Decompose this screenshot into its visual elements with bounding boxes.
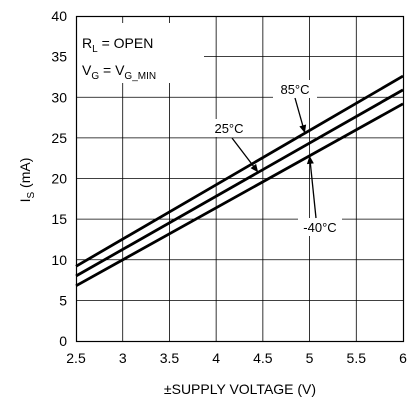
y-tick-label: 5 <box>59 292 67 308</box>
y-tick-label: 40 <box>51 8 67 24</box>
x-tick-label: 5.5 <box>347 350 367 366</box>
condition-vg: VG = VG_MIN <box>82 62 156 82</box>
label-minus40c: -40°C <box>303 220 336 235</box>
tick-labels: 2.5 3 3.5 4 4.5 5 5.5 6 0 5 10 15 20 25 30 35 40 <box>51 8 407 366</box>
series-annotations: 85°C 25°C -40°C <box>207 80 342 236</box>
label-25c-background <box>207 119 251 137</box>
label-25c: 25°C <box>214 121 243 136</box>
x-axis-title: ±SUPPLY VOLTAGE (V) <box>164 381 316 397</box>
label-85c: 85°C <box>280 82 309 97</box>
y-tick-label: 25 <box>51 130 67 146</box>
x-tick-label: 2.5 <box>66 350 86 366</box>
x-tick-label: 6 <box>399 350 407 366</box>
y-tick-label: 0 <box>59 333 67 349</box>
x-tick-label: 4 <box>212 350 220 366</box>
condition-rl: RL = OPEN <box>82 35 153 55</box>
plot-frame <box>75 15 405 343</box>
x-tick-label: 3.5 <box>160 350 180 366</box>
y-axis-title: IS (mA) <box>17 158 37 203</box>
label-minus40c-background <box>298 218 342 236</box>
series-line-minus40c <box>75 102 404 288</box>
y-tick-label: 10 <box>51 252 67 268</box>
conditions-box-background <box>76 23 204 83</box>
y-tick-label: 20 <box>51 171 67 187</box>
label-85c-background <box>273 80 317 98</box>
conditions-box: RL = OPEN VG = VG_MIN <box>76 23 204 83</box>
series-line-85c <box>75 74 404 268</box>
y-tick-label: 15 <box>51 211 67 227</box>
y-tick-label: 35 <box>51 49 67 65</box>
x-tick-label: 3 <box>119 350 127 366</box>
x-tick-label: 4.5 <box>253 350 273 366</box>
label-25c-arrowhead <box>250 163 259 173</box>
label-minus40c-leader <box>308 155 317 219</box>
x-tick-label: 5 <box>306 350 314 366</box>
series-lines <box>75 74 404 288</box>
grid <box>76 16 403 341</box>
label-85c-arrowhead <box>299 124 307 134</box>
label-minus40c-arrowhead <box>306 155 314 165</box>
series-line-25c <box>75 88 404 278</box>
y-tick-label: 30 <box>51 89 67 105</box>
